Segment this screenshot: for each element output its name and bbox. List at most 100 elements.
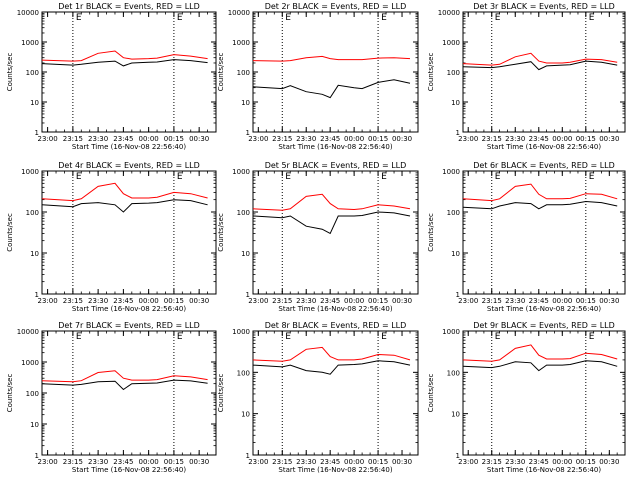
x-tick-label: 23:00 bbox=[248, 135, 268, 143]
x-tick-label: 00:30 bbox=[189, 135, 209, 143]
x-tick-label: 23:30 bbox=[505, 458, 525, 466]
x-tick-label: 00:30 bbox=[599, 135, 619, 143]
x-axis-label: Start Time (16-Nov-08 22:56:40) bbox=[278, 143, 392, 151]
x-tick-label: 00:00 bbox=[552, 458, 572, 466]
events-series-line bbox=[41, 59, 208, 67]
x-axis-label: Start Time (16-Nov-08 22:56:40) bbox=[487, 305, 601, 313]
plot-frame bbox=[462, 170, 626, 295]
y-tick-label: 10000 bbox=[438, 9, 460, 17]
y-tick-label: 10 bbox=[451, 250, 460, 258]
y-axis-label: Counts/sec bbox=[6, 374, 14, 413]
x-tick-label: 00:00 bbox=[139, 135, 159, 143]
x-tick-label: 23:15 bbox=[482, 135, 502, 143]
x-tick-label: 00:15 bbox=[164, 458, 184, 466]
x-tick-label: 23:30 bbox=[505, 297, 525, 305]
chart-panel: Det 6r BLACK = Events, RED = LLD 1 10 100 10… bbox=[427, 161, 626, 313]
marker-label: E bbox=[495, 172, 501, 182]
y-tick-label: 100 bbox=[26, 209, 39, 217]
chart-title: Det 6r BLACK = Events, RED = LLD bbox=[473, 161, 615, 170]
x-tick-label: 23:00 bbox=[38, 297, 58, 305]
x-tick-label: 00:00 bbox=[344, 135, 364, 143]
y-tick-label: 10000 bbox=[17, 9, 39, 17]
x-tick-label: 23:45 bbox=[529, 458, 549, 466]
marker-label: E bbox=[76, 332, 82, 342]
x-tick-label: 23:45 bbox=[113, 297, 133, 305]
chart-title: Det 3r BLACK = Events, RED = LLD bbox=[473, 2, 615, 11]
x-tick-label: 23:45 bbox=[320, 458, 340, 466]
x-tick-label: 23:45 bbox=[529, 297, 549, 305]
y-tick-label: 1 bbox=[456, 291, 460, 299]
lld-series-line bbox=[462, 344, 618, 362]
y-tick-label: 1 bbox=[35, 291, 39, 299]
chart-title: Det 7r BLACK = Events, RED = LLD bbox=[58, 321, 200, 330]
lld-series-line bbox=[41, 182, 208, 202]
x-tick-label: 00:00 bbox=[344, 297, 364, 305]
chart-panel: Det 5r BLACK = Events, RED = LLD 1 10 100 10… bbox=[217, 161, 419, 313]
chart-panel: Det 8r BLACK = Events, RED = LLD 1 10 100 10… bbox=[217, 321, 419, 474]
chart-panel: Det 3r BLACK = Events, RED = LLD 1 10 100 10… bbox=[427, 2, 626, 151]
x-tick-label: 23:15 bbox=[482, 458, 502, 466]
y-tick-label: 1000 bbox=[442, 39, 460, 47]
x-tick-label: 23:30 bbox=[88, 135, 108, 143]
y-tick-label: 1000 bbox=[21, 39, 39, 47]
x-tick-label: 23:15 bbox=[272, 458, 292, 466]
x-tick-label: 00:30 bbox=[189, 458, 209, 466]
events-series-line bbox=[462, 360, 618, 372]
events-series-line bbox=[462, 60, 618, 71]
x-tick-label: 23:00 bbox=[458, 135, 478, 143]
lld-series-line bbox=[41, 370, 208, 383]
marker-label: E bbox=[381, 172, 387, 182]
y-axis-label: Counts/sec bbox=[217, 374, 225, 413]
events-series-line bbox=[252, 79, 411, 99]
y-tick-label: 100 bbox=[447, 369, 460, 377]
x-tick-label: 00:15 bbox=[576, 135, 596, 143]
x-tick-label: 23:30 bbox=[505, 135, 525, 143]
x-tick-label: 00:15 bbox=[576, 458, 596, 466]
y-axis-label: Counts/sec bbox=[427, 374, 435, 413]
x-axis-label: Start Time (16-Nov-08 22:56:40) bbox=[278, 305, 392, 313]
lld-series-line bbox=[41, 50, 208, 62]
y-axis-label: Counts/sec bbox=[217, 213, 225, 252]
y-tick-label: 1000 bbox=[232, 168, 250, 176]
plot-frame bbox=[462, 11, 626, 133]
x-tick-label: 23:15 bbox=[272, 297, 292, 305]
x-tick-label: 23:30 bbox=[88, 458, 108, 466]
x-tick-label: 00:15 bbox=[368, 458, 388, 466]
x-tick-label: 00:00 bbox=[139, 458, 159, 466]
plot-frame bbox=[41, 11, 217, 133]
marker-label: E bbox=[285, 172, 291, 182]
marker-label: E bbox=[381, 13, 387, 23]
plot-frame bbox=[462, 330, 626, 456]
x-tick-label: 00:30 bbox=[392, 297, 412, 305]
x-tick-label: 23:00 bbox=[458, 458, 478, 466]
y-axis-label: Counts/sec bbox=[427, 213, 435, 252]
marker-label: E bbox=[177, 332, 183, 342]
y-tick-label: 1 bbox=[35, 129, 39, 137]
plot-frame bbox=[252, 170, 419, 295]
y-tick-label: 1 bbox=[246, 291, 250, 299]
x-tick-label: 23:00 bbox=[458, 297, 478, 305]
x-tick-label: 23:30 bbox=[88, 297, 108, 305]
x-tick-label: 00:30 bbox=[392, 458, 412, 466]
y-axis-label: Counts/sec bbox=[217, 53, 225, 92]
x-tick-label: 00:00 bbox=[344, 458, 364, 466]
x-tick-label: 23:45 bbox=[113, 458, 133, 466]
x-axis-label: Start Time (16-Nov-08 22:56:40) bbox=[72, 466, 186, 474]
y-tick-label: 100 bbox=[26, 69, 39, 77]
y-tick-label: 100 bbox=[26, 390, 39, 398]
y-tick-label: 10 bbox=[241, 250, 250, 258]
y-tick-label: 1 bbox=[35, 452, 39, 460]
plot-frame bbox=[252, 330, 419, 456]
x-axis-label: Start Time (16-Nov-08 22:56:40) bbox=[487, 143, 601, 151]
y-tick-label: 1000 bbox=[21, 359, 39, 367]
plot-frame bbox=[41, 330, 217, 456]
lld-series-line bbox=[252, 346, 411, 362]
x-tick-label: 23:45 bbox=[529, 135, 549, 143]
x-tick-label: 23:15 bbox=[482, 297, 502, 305]
marker-label: E bbox=[76, 172, 82, 182]
chart-title: Det 5r BLACK = Events, RED = LLD bbox=[265, 161, 407, 170]
x-tick-label: 00:00 bbox=[552, 297, 572, 305]
x-tick-label: 23:15 bbox=[63, 297, 83, 305]
x-tick-label: 23:00 bbox=[38, 135, 58, 143]
